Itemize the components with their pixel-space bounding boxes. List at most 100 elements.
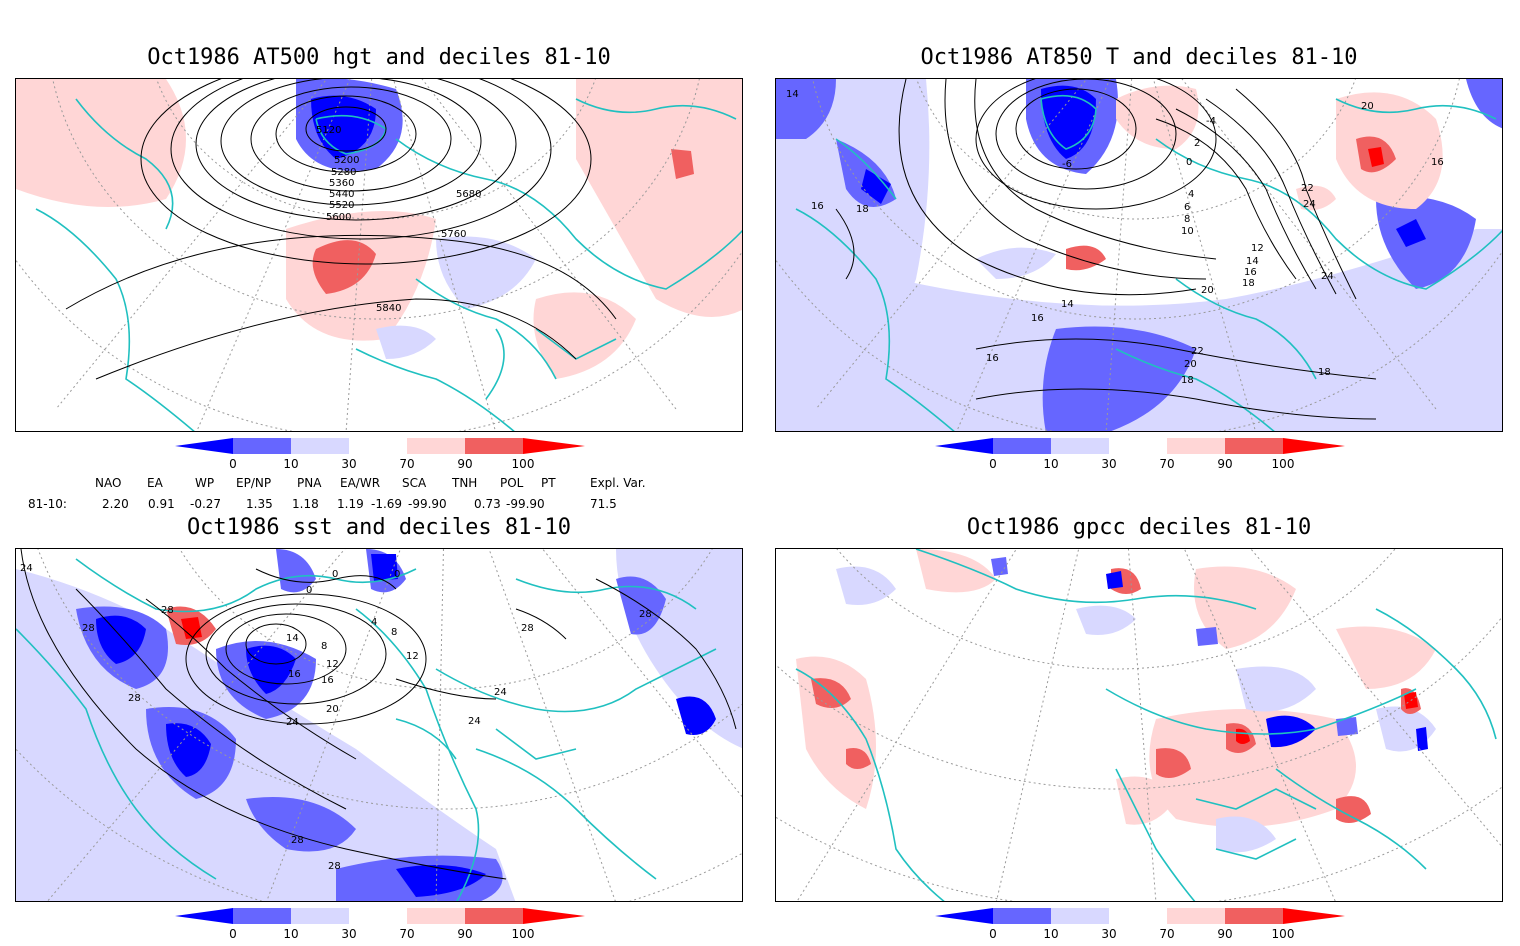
colorbar-tick: 10 [1043,457,1058,471]
contour-label: 16 [288,669,301,680]
index-header: PT [541,476,556,490]
index-value: -99.90 [408,497,447,511]
contour-label: 16 [321,675,334,686]
panel-title-gpcc: Oct1986 gpcc deciles 81-10 [966,515,1312,540]
contour-label: 24 [20,563,33,574]
colorbar-tick: 90 [457,457,472,471]
colorbar-tick: 0 [229,457,237,471]
contour-label: 5280 [331,167,356,178]
index-header: EP/NP [236,476,272,490]
contour-label: 8 [1184,214,1190,225]
index-value: -1.69 [371,497,403,511]
contour-label: 20 [1361,101,1374,112]
colorbar-tick: 30 [341,457,356,471]
index-header: PNA [297,476,322,490]
contour-label: 5840 [376,303,401,314]
contour-label: 16 [1431,157,1444,168]
contour-label: 5760 [441,229,466,240]
contour-label: 18 [1242,278,1255,289]
index-value: -0.27 [190,497,222,511]
contour-label: 24 [286,717,299,728]
contour-label: 20 [326,704,339,715]
contour-label: 28 [328,861,341,872]
colorbar-tick: 30 [341,927,356,941]
contour-label: 16 [1031,313,1044,324]
contour-label: 0 [394,569,400,580]
colorbar-tick: 100 [1272,457,1295,471]
map-gpcc[interactable] [775,548,1503,902]
teleconnection-indices: NAO EA WP EP/NP PNA EA/WR SCA TNH POL PT… [0,476,760,516]
index-header: SCA [402,476,427,490]
contour-label: 14 [286,633,299,644]
contour-label: 28 [291,835,304,846]
contour-label: 28 [82,623,95,634]
contour-label: 16 [986,353,999,364]
contour-label: 14 [1246,256,1259,267]
contour-label: 5680 [456,189,481,200]
contour-label: 18 [1318,367,1331,378]
contour-label: 22 [1301,183,1314,194]
contour-label: 6 [1184,202,1190,213]
panel-title-t850: Oct1986 AT850 T and deciles 81-10 [920,45,1358,70]
colorbar-tick: 0 [229,927,237,941]
index-value: 2.20 [102,497,129,511]
contour-label: 24 [1321,271,1334,282]
contour-label: 18 [1181,375,1194,386]
contour-label: 10 [1181,226,1194,237]
contour-label: 4 [371,617,377,628]
index-value: 71.5 [590,497,617,511]
index-value: 1.35 [246,497,273,511]
contour-label: 22 [1191,346,1204,357]
colorbar-tick: 30 [1101,927,1116,941]
contour-label: 24 [494,687,507,698]
contour-label: 8 [321,641,327,652]
colorbar-gpcc: 0 10 30 70 90 100 [935,908,1345,942]
colorbar-tick: 90 [1217,457,1232,471]
contour-label: 5120 [316,125,341,136]
contour-label: 5200 [334,155,359,166]
contour-label: 16 [1244,267,1257,278]
contour-label: -4 [1206,116,1216,127]
contour-label: 28 [639,609,652,620]
colorbar-tick: 100 [1272,927,1295,941]
contour-label: 28 [161,605,174,616]
colorbar-tick: 70 [1159,457,1174,471]
colorbar-tick: 70 [399,927,414,941]
colorbar-tick: 30 [1101,457,1116,471]
index-header: POL [500,476,524,490]
contour-label: 5360 [329,178,354,189]
colorbar-tick: 10 [1043,927,1058,941]
index-value: 1.18 [292,497,319,511]
contour-label: 0 [306,585,312,596]
contour-label: 28 [521,623,534,634]
contour-label: 24 [468,716,481,727]
colorbar-tick: 70 [399,457,414,471]
colorbar-t850: 0 10 30 70 90 100 [935,438,1345,472]
contour-label: 5520 [329,200,354,211]
colorbar-tick: 100 [512,927,535,941]
contour-label: 0 [332,569,338,580]
map-t850[interactable]: 14 16 18 -6 -4 2 0 4 6 8 10 12 14 16 18 … [775,78,1503,432]
colorbar-tick: 70 [1159,927,1174,941]
contour-label: 24 [1303,199,1316,210]
index-header: EA/WR [340,476,381,490]
map-hgt500[interactable]: 5120 5200 5280 5360 5440 5520 5600 5680 … [15,78,743,432]
contour-label: 0 [1186,157,1192,168]
contour-label: 20 [1184,359,1197,370]
map-sst[interactable]: 24 28 28 28 0 0 0 4 8 14 16 12 8 12 16 2… [15,548,743,902]
colorbar-tick: 90 [457,927,472,941]
contour-label: 12 [1251,243,1264,254]
contour-label: 12 [406,651,419,662]
index-row-label: 81-10: [28,497,67,511]
colorbar-hgt500: 0 10 30 70 90 100 [175,438,585,472]
colorbar-tick: 10 [283,927,298,941]
colorbar-tick: 0 [989,927,997,941]
contour-label: 12 [326,659,339,670]
index-header: WP [195,476,215,490]
panel-title-sst: Oct1986 sst and deciles 81-10 [186,515,572,540]
contour-label: 5600 [326,212,351,223]
index-value: 0.73 [474,497,501,511]
contour-label: 28 [128,693,141,704]
contour-label: 16 [811,201,824,212]
colorbar-tick: 0 [989,457,997,471]
